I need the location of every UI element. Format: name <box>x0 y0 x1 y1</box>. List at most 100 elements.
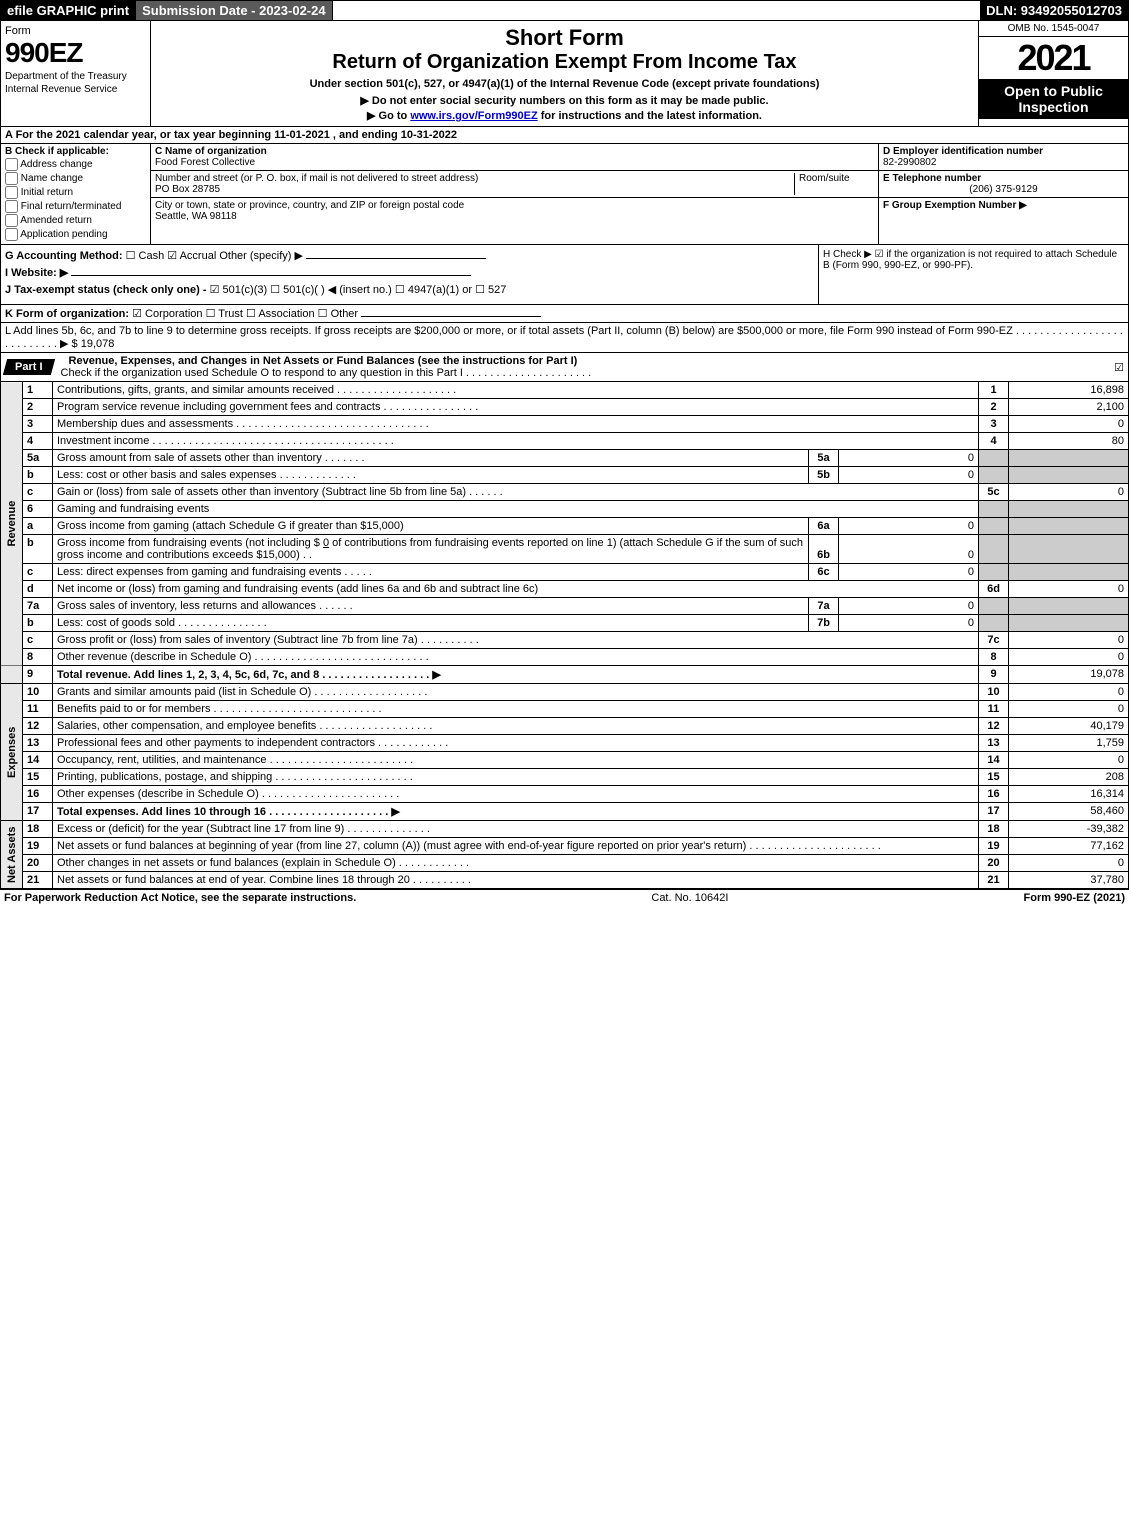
desc-3: Membership dues and assessments . . . . … <box>53 416 979 433</box>
chk-other[interactable]: Other <box>318 308 358 320</box>
val-10: 0 <box>1009 684 1129 701</box>
desc-4: Investment income . . . . . . . . . . . … <box>53 433 979 450</box>
irs-link[interactable]: www.irs.gov/Form990EZ <box>410 110 537 122</box>
rn-7c: 7c <box>979 632 1009 649</box>
form-word: Form <box>5 25 146 37</box>
section-bcdef: B Check if applicable: Address change Na… <box>0 144 1129 245</box>
chk-address-change[interactable]: Address change <box>5 158 146 171</box>
val-16: 16,314 <box>1009 786 1129 803</box>
desc-7c: Gross profit or (loss) from sales of inv… <box>53 632 979 649</box>
desc-11: Benefits paid to or for members . . . . … <box>53 701 979 718</box>
desc-8: Other revenue (describe in Schedule O) .… <box>53 649 979 666</box>
lnum-1: 1 <box>23 382 53 399</box>
rn-18: 18 <box>979 821 1009 838</box>
section-b: B Check if applicable: Address change Na… <box>1 144 151 244</box>
dept-treasury: Department of the Treasury <box>5 71 146 82</box>
lnum-7b: b <box>23 615 53 632</box>
chk-final-return[interactable]: Final return/terminated <box>5 200 146 213</box>
chk-accrual[interactable]: Accrual <box>167 250 216 262</box>
rn-2: 2 <box>979 399 1009 416</box>
rn-13: 13 <box>979 735 1009 752</box>
chk-name-change[interactable]: Name change <box>5 172 146 185</box>
subval-5b: 0 <box>839 467 979 484</box>
footer-catno: Cat. No. 10642I <box>651 892 728 904</box>
h-schedule-b: H Check ▶ ☑ if the organization is not r… <box>818 245 1128 304</box>
website-fillin[interactable] <box>71 275 471 276</box>
val-18: -39,382 <box>1009 821 1129 838</box>
chk-527[interactable]: 527 <box>475 284 506 296</box>
header-center: Short Form Return of Organization Exempt… <box>151 21 978 126</box>
netassets-tab: Net Assets <box>1 821 23 889</box>
chk-initial-return[interactable]: Initial return <box>5 186 146 199</box>
ghij-left: G Accounting Method: Cash Accrual Other … <box>1 245 818 304</box>
subval-6b: 0 <box>839 535 979 564</box>
rn-5c: 5c <box>979 484 1009 501</box>
part1-titles: Revenue, Expenses, and Changes in Net As… <box>53 353 1115 381</box>
lnum-14: 14 <box>23 752 53 769</box>
d-ein: D Employer identification number 82-2990… <box>879 144 1128 171</box>
desc-18: Excess or (deficit) for the year (Subtra… <box>53 821 979 838</box>
rn-17: 17 <box>979 803 1009 821</box>
part1-checkbox[interactable]: ☑ <box>1114 361 1124 374</box>
revenue-tab-tail <box>1 666 23 684</box>
chk-application-pending[interactable]: Application pending <box>5 228 146 241</box>
desc-21: Net assets or fund balances at end of ye… <box>53 872 979 889</box>
grey-6c <box>979 564 1009 581</box>
title-short-form: Short Form <box>155 25 974 51</box>
desc-5b: Less: cost or other basis and sales expe… <box>53 467 809 484</box>
chk-4947[interactable]: 4947(a)(1) or <box>395 284 472 296</box>
grey-6b-v <box>1009 535 1129 564</box>
k-other-fillin[interactable] <box>361 316 541 317</box>
desc-20: Other changes in net assets or fund bala… <box>53 855 979 872</box>
title-return: Return of Organization Exempt From Incom… <box>155 51 974 74</box>
grey-6-v <box>1009 501 1129 518</box>
val-17: 58,460 <box>1009 803 1129 821</box>
revenue-tab: Revenue <box>1 382 23 666</box>
addr-value: PO Box 28785 <box>155 184 794 195</box>
chk-501c3[interactable]: 501(c)(3) <box>210 284 268 296</box>
l-amount: $ 19,078 <box>72 338 115 350</box>
val-11: 0 <box>1009 701 1129 718</box>
section-ghij: G Accounting Method: Cash Accrual Other … <box>0 245 1129 305</box>
irs-label: Internal Revenue Service <box>5 84 146 95</box>
page-footer: For Paperwork Reduction Act Notice, see … <box>0 889 1129 906</box>
open-inspection: Open to Public Inspection <box>979 79 1128 119</box>
desc-15: Printing, publications, postage, and shi… <box>53 769 979 786</box>
row-a-taxyear: A For the 2021 calendar year, or tax yea… <box>0 127 1129 144</box>
section-def: D Employer identification number 82-2990… <box>878 144 1128 244</box>
sub-6c: 6c <box>809 564 839 581</box>
subval-6c: 0 <box>839 564 979 581</box>
val-3: 0 <box>1009 416 1129 433</box>
val-1: 16,898 <box>1009 382 1129 399</box>
desc-6d: Net income or (loss) from gaming and fun… <box>53 581 979 598</box>
chk-corporation[interactable]: Corporation <box>132 308 202 320</box>
chk-cash[interactable]: Cash <box>126 250 165 262</box>
lnum-8: 8 <box>23 649 53 666</box>
rn-15: 15 <box>979 769 1009 786</box>
val-20: 0 <box>1009 855 1129 872</box>
submission-date: Submission Date - 2023-02-24 <box>136 1 333 20</box>
grey-5a-v <box>1009 450 1129 467</box>
grey-7b <box>979 615 1009 632</box>
desc-2: Program service revenue including govern… <box>53 399 979 416</box>
desc-6a: Gross income from gaming (attach Schedul… <box>53 518 809 535</box>
lnum-6: 6 <box>23 501 53 518</box>
desc-16: Other expenses (describe in Schedule O) … <box>53 786 979 803</box>
chk-association[interactable]: Association <box>246 308 315 320</box>
addr-label: Number and street (or P. O. box, if mail… <box>155 173 794 184</box>
chk-501c[interactable]: 501(c)( ) ◀ (insert no.) <box>270 284 392 296</box>
desc-9: Total revenue. Add lines 1, 2, 3, 4, 5c,… <box>53 666 979 684</box>
rn-3: 3 <box>979 416 1009 433</box>
grey-7b-v <box>1009 615 1129 632</box>
desc-6: Gaming and fundraising events <box>53 501 979 518</box>
header-right: OMB No. 1545-0047 2021 Open to Public In… <box>978 21 1128 126</box>
chk-amended-return[interactable]: Amended return <box>5 214 146 227</box>
rn-16: 16 <box>979 786 1009 803</box>
g-other-fillin[interactable] <box>306 258 486 259</box>
tax-year: 2021 <box>979 37 1128 79</box>
lnum-5a: 5a <box>23 450 53 467</box>
grey-5b-v <box>1009 467 1129 484</box>
lnum-6a: a <box>23 518 53 535</box>
chk-trust[interactable]: Trust <box>206 308 243 320</box>
b-title: B Check if applicable: <box>5 146 109 157</box>
